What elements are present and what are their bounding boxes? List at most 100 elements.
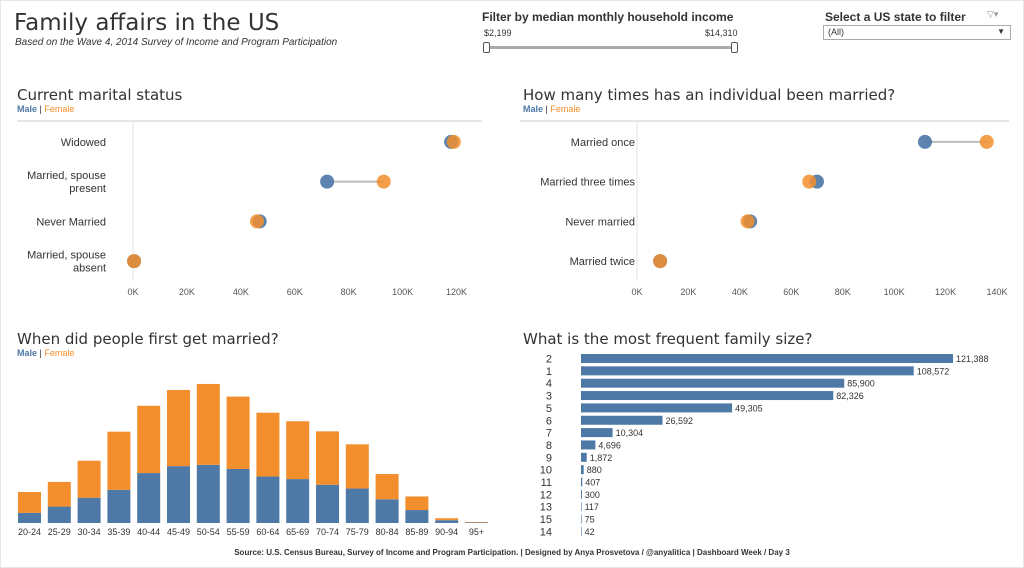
male-bar: [137, 473, 161, 523]
state-select[interactable]: (All) ▼: [823, 25, 1011, 40]
bar: [581, 403, 733, 413]
value-label: 42: [585, 527, 595, 537]
income-slider-track[interactable]: [486, 46, 736, 49]
category-label: Married, spouse: [27, 170, 106, 182]
male-bar: [435, 520, 459, 523]
value-label: 26,592: [665, 416, 693, 426]
state-select-value: (All): [828, 27, 844, 37]
bar: [581, 452, 587, 462]
income-slider-max-handle[interactable]: [731, 42, 738, 53]
x-tick-label: 30-34: [78, 527, 101, 537]
x-tick-label: 75-79: [346, 527, 369, 537]
bar: [581, 428, 613, 438]
married-times-legend: Male | Female: [523, 104, 580, 114]
filter-funnel-icon[interactable]: ▽▾: [987, 9, 999, 19]
female-bar: [77, 460, 101, 498]
male-bar: [286, 479, 310, 523]
legend-male: Male: [17, 104, 38, 114]
bar: [581, 354, 953, 363]
male-bar: [405, 510, 429, 523]
income-max-value: $14,310: [705, 28, 738, 38]
category-label: 13: [540, 502, 552, 514]
marital-legend: Male | Female: [17, 104, 74, 114]
male-bar: [167, 466, 190, 523]
category-label: absent: [73, 263, 106, 275]
x-tick-label: 95+: [469, 527, 484, 537]
chevron-down-icon: ▼: [997, 27, 1005, 36]
category-label: 6: [546, 415, 552, 427]
value-label: 880: [587, 465, 602, 475]
marital-status-title: Current marital status: [17, 86, 183, 104]
footer-source: Source: U.S. Census Bureau, Survey of In…: [234, 548, 790, 557]
category-label: 3: [546, 391, 552, 403]
first-married-title: When did people first get married?: [17, 330, 279, 348]
dashboard-subtitle: Based on the Wave 4, 2014 Survey of Inco…: [15, 37, 338, 48]
category-label: 7: [546, 428, 552, 440]
female-bar: [107, 431, 131, 490]
female-bar: [435, 518, 459, 521]
legend-separator: |: [545, 104, 548, 114]
female-bar: [316, 431, 339, 485]
category-label: Never married: [565, 216, 635, 228]
bar: [581, 489, 582, 499]
category-label: Married twice: [570, 256, 635, 268]
category-label: 1: [546, 366, 552, 378]
value-label: 108,572: [917, 366, 950, 376]
legend-male: Male: [17, 348, 38, 358]
family-size-chart: 2 121,388 1 108,572 4 85,900 3 82,326 5 49,305 6 26…: [540, 354, 989, 539]
married-times-title: How many times has an individual been ma…: [523, 86, 896, 104]
female-bar: [375, 474, 399, 500]
first-married-legend: Male | Female: [17, 348, 74, 358]
male-bar: [107, 489, 131, 523]
first-married-chart: 20-24 25-29 30-34 35-39 40-44 45-49 50-54 55-59…: [18, 383, 488, 537]
income-slider-min-handle[interactable]: [483, 42, 490, 53]
value-label: 121,388: [956, 354, 989, 364]
value-label: 1,872: [590, 453, 613, 463]
x-tick-label: 40-44: [137, 527, 160, 537]
x-tick-label: 120K: [446, 287, 467, 297]
category-label: Married three times: [540, 177, 635, 189]
female-bar: [47, 481, 71, 507]
female-point: [446, 134, 461, 149]
x-tick-label: 0K: [631, 287, 642, 297]
female-point: [979, 134, 994, 149]
female-point: [802, 174, 817, 189]
x-tick-label: 70-74: [316, 527, 339, 537]
value-label: 82,326: [836, 391, 864, 401]
category-label: 8: [546, 440, 552, 452]
category-label: 11: [541, 477, 552, 489]
marital-status-chart: 0K 20K 40K 60K 80K 100K 120K Widowed Married, sp…: [17, 120, 482, 297]
dashboard-title: Family affairs in the US: [14, 10, 280, 36]
category-label: 2: [546, 354, 552, 366]
female-bar: [286, 421, 310, 480]
income-min-value: $2,199: [484, 28, 512, 38]
female-bar: [405, 496, 429, 511]
category-label: 5: [546, 403, 552, 415]
male-bar: [77, 497, 101, 523]
x-tick-label: 0K: [127, 287, 138, 297]
male-point: [320, 174, 335, 189]
female-point: [127, 254, 142, 269]
legend-male: Male: [523, 104, 544, 114]
x-tick-label: 100K: [884, 287, 905, 297]
legend-female: Female: [44, 348, 75, 358]
category-label: 15: [540, 514, 552, 526]
x-tick-label: 60K: [287, 287, 303, 297]
x-tick-label: 85-89: [405, 527, 428, 537]
x-tick-label: 40K: [233, 287, 249, 297]
x-tick-label: 120K: [935, 287, 956, 297]
female-bar: [167, 389, 190, 467]
category-label: Widowed: [61, 137, 106, 149]
female-bar: [18, 492, 41, 513]
x-tick-label: 20-24: [18, 527, 41, 537]
value-label: 300: [585, 490, 600, 500]
value-label: 10,304: [616, 428, 644, 438]
income-filter-label: Filter by median monthly household incom…: [482, 10, 734, 24]
female-bar: [256, 412, 280, 477]
bar: [581, 415, 663, 425]
x-tick-label: 140K: [986, 287, 1007, 297]
female-bar: [196, 383, 220, 465]
state-filter-label: Select a US state to filter: [825, 10, 966, 24]
female-point: [376, 174, 391, 189]
male-bar: [375, 499, 399, 523]
